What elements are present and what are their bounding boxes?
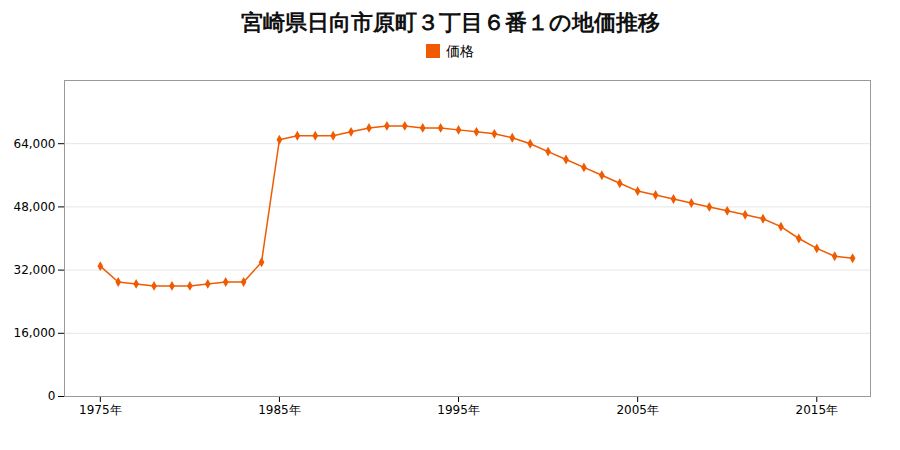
svg-text:64,000: 64,000	[14, 137, 56, 151]
svg-text:1995年: 1995年	[437, 403, 480, 417]
svg-text:0: 0	[48, 389, 56, 403]
svg-text:2015年: 2015年	[795, 403, 838, 417]
svg-text:1985年: 1985年	[258, 403, 301, 417]
svg-text:2005年: 2005年	[616, 403, 659, 417]
svg-text:1975年: 1975年	[79, 403, 122, 417]
svg-text:48,000: 48,000	[14, 200, 56, 214]
html-text:宮崎県日向市原町３丁目６番１の地価推移: 宮崎県日向市原町３丁目６番１の地価推移	[240, 10, 660, 35]
svg-text:32,000: 32,000	[14, 263, 56, 277]
html-text:価格: 価格	[446, 43, 474, 59]
svg-text:16,000: 16,000	[14, 326, 56, 340]
